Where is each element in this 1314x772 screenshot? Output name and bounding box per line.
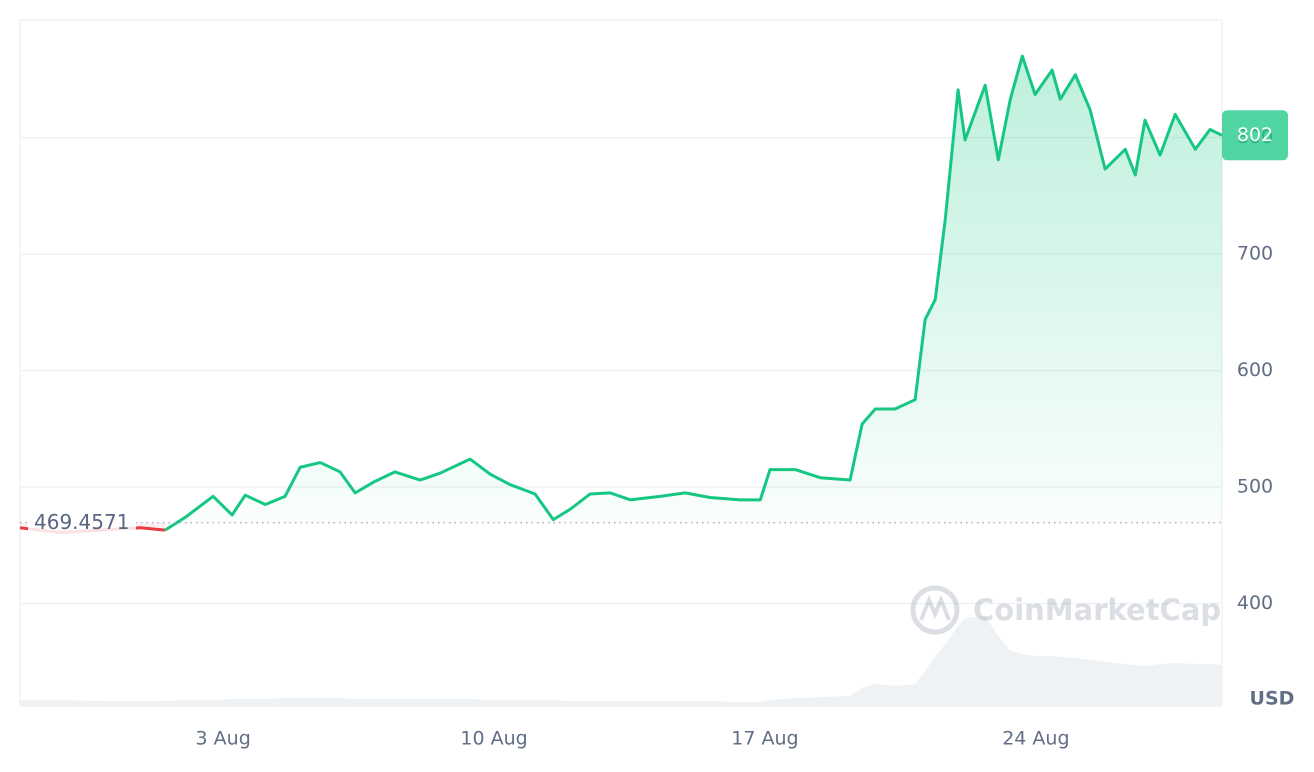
baseline-label-bg [28,508,136,537]
watermark: CoinMarketCap [910,585,1221,635]
currency-label: USD [1250,688,1295,710]
volume-area [20,616,1222,706]
y-tick-label: 600 [1237,359,1273,381]
x-tick-label: 17 Aug [731,728,798,750]
price-badge-label: 802 [1237,124,1273,146]
y-tick-label: 500 [1237,476,1273,498]
x-tick-label: 10 Aug [460,728,527,750]
price-line [164,54,1223,532]
watermark-text: CoinMarketCap [973,593,1221,627]
price-badge [1222,110,1288,161]
baseline-label: 469.4571 [34,510,129,534]
x-tick-label: 24 Aug [1002,728,1069,750]
y-tick-label: 700 [1237,243,1273,265]
y-tick-label: 400 [1237,592,1273,614]
area-fill [165,56,1223,531]
x-tick-label: 3 Aug [196,728,251,750]
